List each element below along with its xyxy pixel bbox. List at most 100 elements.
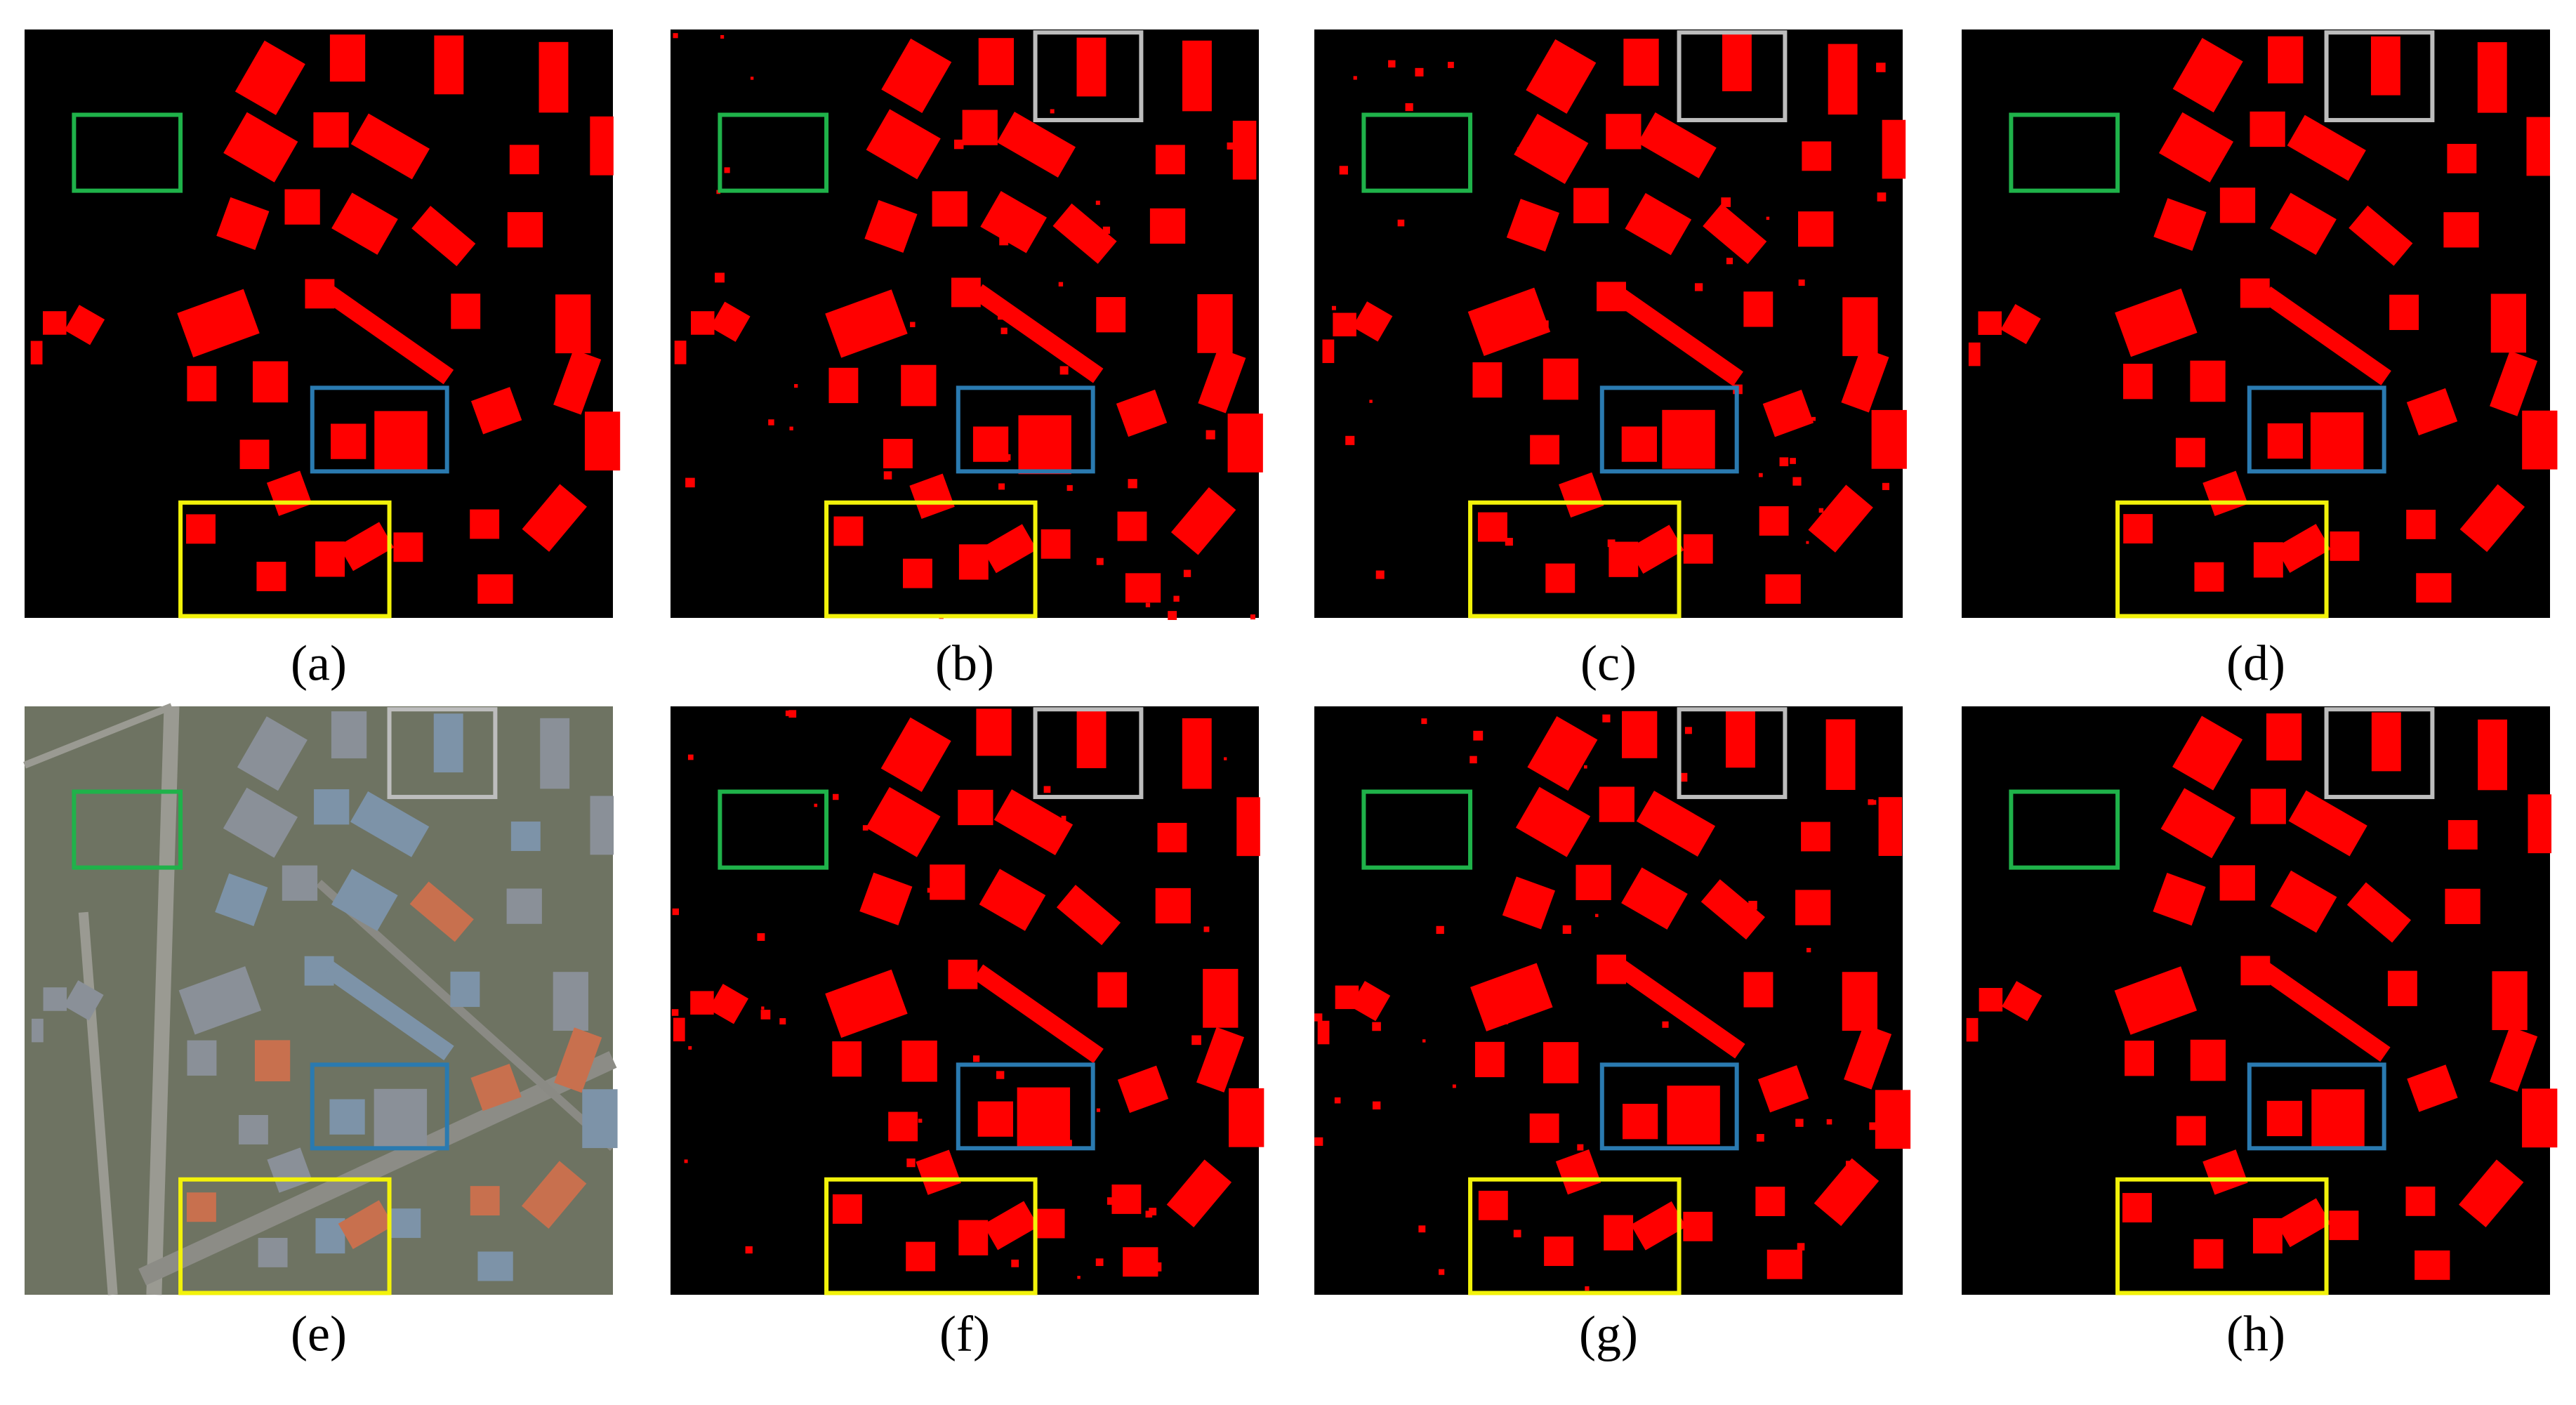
- noise-speck: [1585, 1286, 1590, 1291]
- building-mask: [1229, 1088, 1264, 1147]
- building-mask: [1477, 512, 1507, 542]
- building-mask: [1472, 362, 1502, 398]
- highlight-box: [824, 500, 1038, 619]
- building-mask: [1056, 885, 1121, 946]
- noise-speck: [1815, 833, 1820, 838]
- building-mask: [993, 789, 1074, 855]
- noise-speck: [688, 1045, 692, 1050]
- building-mask: [1035, 1208, 1065, 1239]
- building-mask: [2311, 1089, 2365, 1149]
- noise-speck: [1584, 205, 1590, 211]
- building-mask: [1545, 563, 1576, 593]
- building-mask: [2349, 205, 2413, 266]
- building-mask: [2370, 36, 2400, 95]
- roof: [323, 961, 454, 1061]
- highlight-box: [387, 707, 498, 800]
- building-mask: [590, 116, 614, 176]
- building-mask: [2490, 350, 2538, 416]
- noise-speck: [1215, 329, 1220, 333]
- road: [78, 911, 118, 1295]
- roof: [43, 987, 67, 1011]
- building-mask: [30, 341, 43, 365]
- highlight-box: [1677, 30, 1788, 123]
- building-mask: [980, 191, 1047, 253]
- building-mask: [239, 440, 270, 470]
- building-mask: [2477, 42, 2507, 113]
- building-mask: [1621, 426, 1657, 462]
- roof: [258, 1237, 288, 1267]
- building-mask: [1878, 797, 1903, 857]
- building-mask: [331, 192, 398, 255]
- noise-speck: [1849, 498, 1855, 504]
- noise-speck: [1473, 730, 1484, 741]
- building-mask: [1762, 390, 1814, 437]
- noise-speck: [760, 1010, 771, 1020]
- noise-speck: [1173, 595, 1180, 602]
- building-mask: [43, 311, 67, 335]
- building-mask: [1317, 1020, 1330, 1045]
- building-mask: [186, 514, 216, 544]
- building-mask: [313, 112, 349, 148]
- building-mask: [1882, 119, 1906, 179]
- noise-speck: [1819, 141, 1829, 151]
- noise-speck: [908, 732, 912, 737]
- noise-speck: [1422, 1039, 1426, 1043]
- building-mask: [1170, 487, 1236, 555]
- building-mask: [2267, 423, 2303, 459]
- noise-speck: [1061, 815, 1066, 821]
- building-mask: [1526, 39, 1597, 114]
- noise-speck: [1050, 109, 1055, 114]
- noise-speck: [910, 322, 916, 327]
- building-mask: [1765, 574, 1801, 604]
- building-mask: [1636, 791, 1716, 857]
- building-mask: [2160, 788, 2235, 859]
- highlight-box: [1033, 707, 1144, 800]
- roof: [237, 716, 308, 791]
- noise-speck: [1095, 200, 1100, 205]
- noise-speck: [1183, 569, 1191, 577]
- panel-label: (f): [939, 1306, 990, 1362]
- noise-speck: [833, 793, 839, 800]
- building-mask: [1502, 876, 1555, 930]
- highlight-box: [2324, 30, 2435, 123]
- noise-speck: [1804, 827, 1813, 836]
- building-mask: [2288, 790, 2367, 857]
- building-mask: [1766, 1249, 1803, 1279]
- noise-speck: [1779, 457, 1789, 466]
- building-mask: [2275, 1198, 2331, 1248]
- building-mask: [2287, 114, 2366, 181]
- noise-speck: [1542, 320, 1549, 327]
- highlight-box: [1468, 1177, 1682, 1295]
- panel-label: (d): [2226, 635, 2285, 692]
- building-mask: [888, 1112, 918, 1142]
- building-mask: [1814, 1158, 1880, 1227]
- building-mask: [235, 40, 305, 115]
- building-mask: [2459, 1159, 2524, 1227]
- building-mask: [1612, 287, 1743, 386]
- noise-speck: [1036, 1092, 1042, 1097]
- noise-speck: [862, 825, 868, 831]
- building-mask: [832, 1041, 862, 1077]
- building-mask: [338, 522, 395, 572]
- building-mask: [1573, 187, 1609, 223]
- noise-speck: [1066, 484, 1073, 492]
- building-mask: [2202, 470, 2248, 516]
- noise-speck: [768, 419, 774, 426]
- panel-label: (h): [2226, 1306, 2285, 1362]
- building-mask: [1052, 203, 1117, 264]
- noise-speck: [1314, 1013, 1323, 1022]
- highlight-box: [1599, 385, 1739, 474]
- noise-speck: [1826, 1119, 1832, 1125]
- building-mask: [962, 110, 998, 145]
- building-mask: [2526, 117, 2550, 176]
- building-mask: [958, 789, 993, 826]
- building-mask: [2490, 1026, 2538, 1092]
- building-mask: [2114, 966, 2198, 1035]
- building-mask: [2115, 288, 2198, 357]
- roof: [238, 1115, 268, 1145]
- noise-speck: [1797, 1243, 1805, 1251]
- building-mask: [1755, 1187, 1785, 1216]
- noise-speck: [1096, 1108, 1100, 1112]
- building-mask: [2371, 712, 2401, 772]
